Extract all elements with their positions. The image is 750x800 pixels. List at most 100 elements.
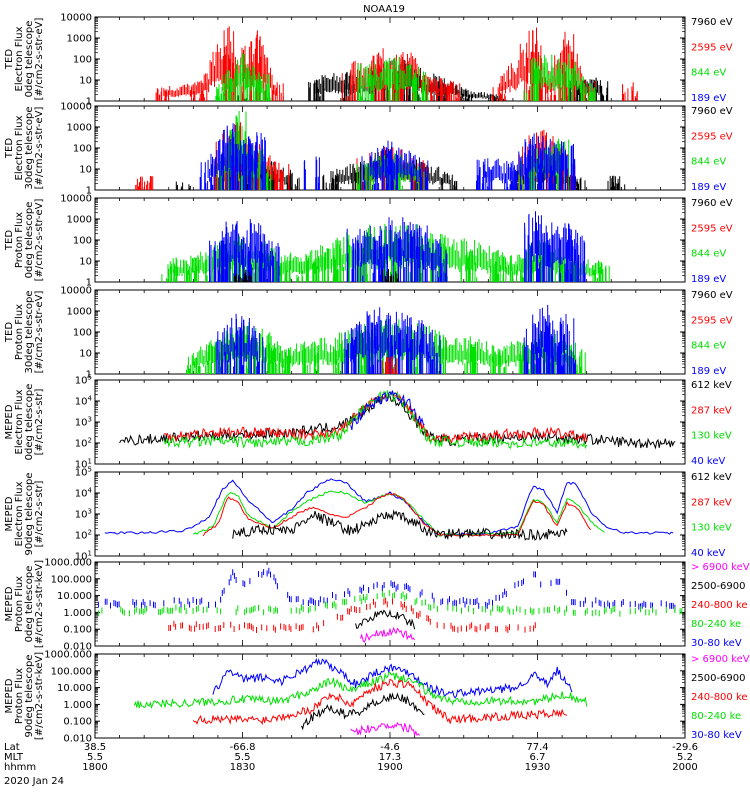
x-row-label: hhmm — [4, 762, 36, 773]
panel-2: 10000 1000 100 10 1 TED Electron Flux 30deg tel… — [4, 102, 733, 197]
y-tick-label: 101 — [75, 458, 92, 471]
y-axis-label: Electron Flux — [14, 115, 25, 180]
legend-entry: 189 eV — [691, 366, 726, 377]
legend-entry: 130 keV — [691, 523, 732, 534]
x-axis-labels: 2020 Jan 24 LatMLThhmm38.55.51800-66.85.… — [4, 742, 698, 787]
y-axis-label: MEPED — [4, 586, 15, 621]
series-green-line — [163, 390, 588, 450]
legend-entry: 80-240 ke — [691, 619, 741, 630]
y-tick-label: 0.010 — [63, 642, 92, 653]
y-tick-label: 10 — [79, 76, 92, 87]
legend-entry: 7960 eV — [691, 198, 733, 209]
x-tick-label: 5.5 — [87, 752, 103, 763]
y-tick-label: 100.000 — [51, 666, 92, 677]
series-magenta-line — [350, 721, 420, 737]
y-axis-label: [#/cm2-s-str-eV] — [34, 199, 45, 282]
y-tick-label: 10000 — [60, 102, 92, 113]
legend-entry: 287 keV — [691, 497, 732, 508]
x-tick-label: 5.5 — [235, 752, 251, 763]
x-tick-label: -66.8 — [230, 742, 256, 753]
legend-entry: 189 eV — [691, 93, 726, 104]
y-tick-label: 102 — [75, 529, 92, 542]
series-blue-spikes — [215, 304, 576, 374]
date-label: 2020 Jan 24 — [4, 776, 64, 787]
y-tick-label: 0.100 — [63, 717, 92, 728]
series-red-line — [202, 492, 591, 537]
y-tick-label: 1 — [86, 186, 92, 197]
series-green-spikes — [161, 223, 610, 282]
legend-entry: 2595 eV — [691, 223, 733, 234]
legend-entry: 844 eV — [691, 249, 726, 260]
legend-entry: 189 eV — [691, 274, 726, 285]
x-tick-label: 1800 — [82, 762, 107, 773]
y-tick-label: 100 — [73, 236, 92, 247]
series-group — [155, 26, 638, 101]
y-tick-label: 10 — [79, 165, 92, 176]
legend-entry: 7960 eV — [691, 17, 733, 28]
x-tick-label: 38.5 — [84, 742, 106, 753]
legend-entry: 844 eV — [691, 68, 726, 79]
series-blue-line — [350, 389, 425, 431]
y-axis-label: 90deg telescope — [24, 472, 35, 555]
y-tick-label: 105 — [75, 466, 92, 479]
y-axis-label: 0deg telescope — [24, 202, 35, 279]
panel-3: 10000 1000 100 10 1 TED Proton Flux 0deg telesc… — [4, 194, 733, 289]
y-axis-label: Electron Flux — [14, 389, 25, 454]
y-tick-label: 105 — [75, 374, 92, 387]
y-axis-label: Proton Flux — [14, 212, 25, 268]
y-tick-label: 103 — [75, 508, 92, 521]
legend-entry: 844 eV — [691, 157, 726, 168]
y-tick-label: 1000.000 — [44, 558, 92, 569]
legend-entry: 2595 eV — [691, 315, 733, 326]
y-axis-label: [#/cm2-s-str-eV] — [34, 291, 45, 374]
x-row-label: MLT — [4, 752, 24, 763]
y-axis-label: MEPED — [4, 678, 15, 713]
panel-6: 105 104 103 102 101 MEPED Electron Flux 90deg t… — [4, 466, 732, 563]
legend-entry: 2595 eV — [691, 42, 733, 53]
y-tick-label: 1 — [86, 370, 92, 381]
legend-entry: 7960 eV — [691, 290, 733, 301]
y-axis-label: Electron Flux — [14, 26, 25, 91]
y-axis-label: [#/cm2-s-str-eV] — [34, 18, 45, 101]
x-tick-label: 2000 — [672, 762, 697, 773]
y-tick-label: 1000 — [67, 123, 92, 134]
series-black-line — [301, 692, 425, 731]
legend-entry: 130 keV — [691, 431, 732, 442]
y-axis-label: Proton Flux — [14, 668, 25, 724]
y-tick-label: 103 — [75, 416, 92, 429]
x-tick-label: 1900 — [377, 762, 402, 773]
y-axis-label: TED — [4, 322, 15, 343]
y-axis-label: 0deg telescope — [24, 384, 35, 461]
legend-entry: 287 keV — [691, 405, 732, 416]
y-tick-label: 0.010 — [63, 734, 92, 745]
y-axis-label: Proton Flux — [14, 576, 25, 632]
y-tick-label: 100 — [73, 328, 92, 339]
y-tick-label: 1000 — [67, 34, 92, 45]
y-tick-label: 10000 — [60, 194, 92, 205]
y-axis-label: TED — [4, 230, 15, 251]
series-blue-spikes — [199, 123, 576, 190]
y-tick-label: 101 — [75, 550, 92, 563]
y-tick-label: 10 — [79, 349, 92, 360]
legend-entry: > 6900 keV — [691, 654, 750, 665]
x-tick-label: 17.3 — [379, 752, 401, 763]
y-tick-label: 1.000 — [63, 608, 92, 619]
series-red-line — [192, 678, 568, 726]
legend-entry: > 6900 keV — [691, 562, 750, 573]
panel-frame — [94, 471, 686, 557]
y-tick-label: 10000 — [60, 286, 92, 297]
legend-entry: 612 keV — [691, 472, 732, 483]
series-green-line — [193, 490, 605, 537]
y-axis-label: [#/cm2-s-str] — [34, 480, 45, 547]
x-tick-label: 6.7 — [530, 752, 546, 763]
series-black-spikes — [234, 269, 399, 282]
series-group — [97, 567, 683, 644]
legend-entry: 2500-6900 — [691, 673, 746, 684]
y-axis-label: MEPED — [4, 404, 15, 439]
y-axis-label: [#/cm2-s-str-keV] — [34, 560, 45, 648]
legend-entry: 80-240 ke — [691, 711, 741, 722]
y-tick-label: 10000 — [60, 13, 92, 24]
panel-1: 10000 1000 100 10 1 TED Electron Flux 0deg tele… — [4, 13, 733, 108]
panel-5: 105 104 103 102 101 MEPED Electron Flux 0deg te… — [4, 374, 732, 471]
